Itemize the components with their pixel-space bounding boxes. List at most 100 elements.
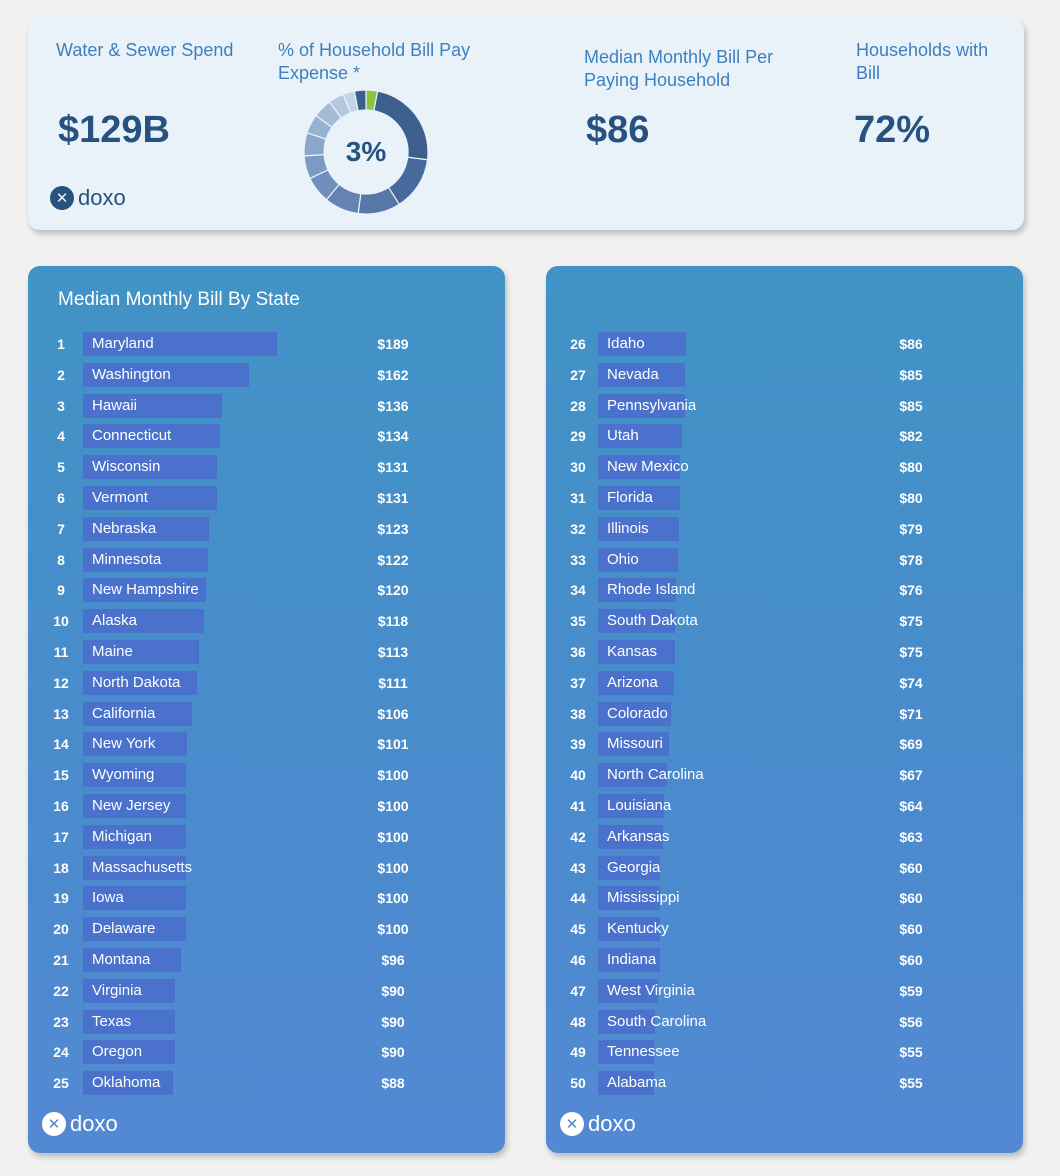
state-label: Iowa [92, 889, 124, 907]
bar-row: 43 Georgia $60 [546, 855, 1023, 887]
rank-label: 43 [570, 859, 586, 876]
bar-row: 12 North Dakota $111 [28, 670, 505, 702]
bar-row: 19 Iowa $100 [28, 886, 505, 917]
state-label: Florida [607, 488, 653, 506]
state-label: Utah [607, 427, 639, 445]
rank-label: 5 [57, 459, 65, 476]
value-label: $123 [377, 520, 409, 537]
rank-label: 12 [53, 674, 69, 691]
value-label: $134 [377, 428, 409, 445]
rank-label: 49 [570, 1044, 586, 1061]
pct-label: % of Household Bill Pay Expense * [278, 40, 471, 83]
value-label: $100 [377, 859, 409, 876]
value-label: $131 [377, 459, 409, 476]
bar [83, 609, 204, 634]
value-label: $113 [377, 643, 409, 660]
bar-row: 10 Alaska $118 [28, 609, 505, 640]
bar-row: 27 Nevada $85 [546, 362, 1023, 394]
value-label: $59 [899, 982, 923, 999]
state-label: Minnesota [92, 550, 162, 568]
rank-label: 17 [53, 828, 69, 845]
bar-row: 11 Maine $113 [28, 639, 505, 671]
bar-row: 14 New York $101 [28, 732, 505, 763]
bar-row: 41 Louisiana $64 [546, 793, 1023, 825]
rank-label: 13 [53, 705, 69, 722]
value-label: $60 [899, 859, 923, 876]
state-label: Kansas [607, 642, 658, 660]
bar-row: 23 Texas $90 [28, 1009, 505, 1041]
bar-row: 18 Massachusetts $100 [28, 855, 505, 887]
rank-label: 24 [53, 1044, 69, 1061]
bar [598, 332, 686, 356]
value-label: $55 [899, 1044, 923, 1061]
value-label: $111 [378, 674, 408, 691]
doxo-logo-icon: ✕ [50, 186, 74, 210]
doxo-logo: ✕ doxo [560, 1111, 636, 1137]
value-label: $131 [377, 489, 409, 506]
state-label: Maryland [92, 335, 154, 352]
bar [83, 793, 186, 818]
state-label: Tennessee [607, 1043, 680, 1061]
bar [598, 886, 660, 911]
bar-row: 48 South Carolina $56 [546, 1009, 1023, 1041]
state-label: Michigan [92, 827, 153, 845]
bar-row: 21 Montana $96 [28, 947, 505, 979]
value-label: $67 [899, 767, 923, 784]
bar [598, 485, 680, 510]
bar [83, 855, 186, 880]
state-label: California [92, 704, 156, 722]
doxo-logo-icon: ✕ [42, 1112, 66, 1136]
rank-label: 38 [570, 705, 586, 722]
state-label: Indiana [607, 950, 657, 968]
value-label: $85 [899, 397, 923, 414]
bar [83, 670, 197, 695]
rank-label: 11 [53, 643, 69, 660]
state-label: Colorado [607, 704, 668, 722]
bar [598, 670, 674, 695]
bar-row: 42 Arkansas $63 [546, 824, 1023, 856]
state-label: Wyoming [92, 766, 155, 784]
doxo-logo: ✕ doxo [42, 1111, 118, 1137]
bar-row: 26 Idaho $86 [546, 332, 1023, 363]
value-label: $76 [899, 582, 923, 599]
state-label: Mississippi [607, 889, 680, 907]
bar-row: 20 Delaware $100 [28, 917, 505, 948]
bar [598, 547, 678, 572]
rank-label: 26 [570, 336, 586, 352]
rank-label: 2 [57, 366, 65, 383]
bar [83, 516, 209, 541]
bar-row: 16 New Jersey $100 [28, 793, 505, 825]
bar [598, 393, 685, 418]
rank-label: 39 [570, 736, 586, 753]
rank-label: 35 [570, 613, 586, 630]
state-label: Delaware [92, 920, 156, 938]
households-label: Households with Bill [856, 40, 989, 83]
rank-label: 28 [570, 397, 586, 414]
bar-row: 24 Oregon $90 [28, 1040, 505, 1071]
value-label: $118 [377, 613, 409, 630]
rank-label: 4 [57, 428, 65, 445]
value-label: $74 [899, 674, 923, 691]
value-label: $75 [899, 613, 923, 630]
rank-label: 36 [570, 643, 586, 660]
rank-label: 30 [570, 459, 586, 476]
doxo-logo-text: doxo [588, 1111, 636, 1136]
bar-row: 34 Rhode Island $76 [546, 578, 1023, 609]
bar [83, 947, 181, 972]
rank-label: 25 [53, 1075, 69, 1092]
doxo-logo: ✕ doxo [50, 185, 126, 211]
bar [598, 917, 660, 942]
bar [83, 1071, 173, 1096]
rank-label: 44 [570, 890, 586, 907]
state-label: Arizona [607, 673, 658, 691]
bar-row: 2 Washington $162 [28, 362, 505, 394]
doxo-logo-icon: ✕ [560, 1112, 584, 1136]
bar [598, 855, 660, 880]
value-label: $100 [377, 890, 409, 907]
bar [83, 917, 186, 942]
summary-card: Water & Sewer Spend $129B % of Household… [28, 18, 1024, 230]
value-label: $90 [381, 982, 405, 999]
bar-row: 29 Utah $82 [546, 424, 1023, 455]
bar [83, 393, 222, 418]
bar-row: 37 Arizona $74 [546, 670, 1023, 702]
